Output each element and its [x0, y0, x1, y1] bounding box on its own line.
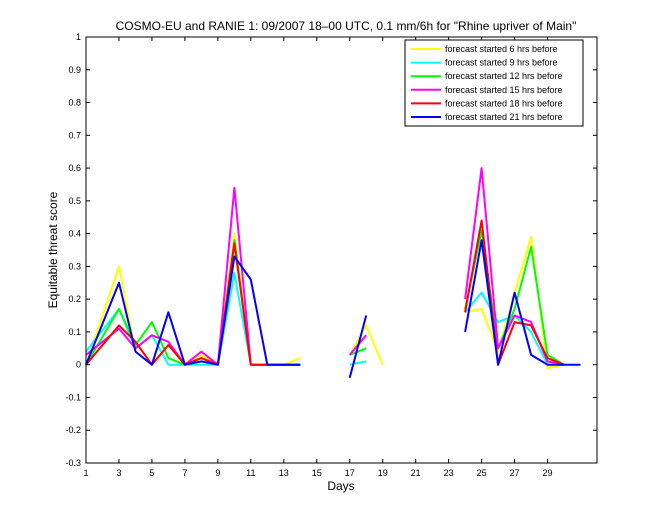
series-3-line-segment-2 — [349, 347, 367, 356]
legend-box — [404, 39, 584, 127]
series-layer — [85, 167, 581, 379]
x-tick-label: 23 — [444, 468, 454, 478]
y-tick-label: 0.1 — [68, 327, 81, 337]
x-tick-label: 7 — [182, 468, 187, 478]
x-tick-label: 9 — [215, 468, 220, 478]
series-1-line-segment-2 — [348, 324, 384, 366]
y-tick-label: -0.3 — [65, 458, 81, 468]
x-tick-label: 27 — [510, 468, 520, 478]
y-tick-label: 0.4 — [68, 229, 81, 239]
legend-label-1: forecast started 6 hrs before — [445, 44, 558, 54]
x-tick-label: 29 — [543, 468, 553, 478]
x-tick-label: 19 — [378, 468, 388, 478]
x-tick-label: 21 — [411, 468, 421, 478]
series-3-line-segment-3 — [464, 229, 565, 366]
x-axis-label: Days — [327, 479, 354, 493]
y-tick-label: -0.1 — [65, 392, 81, 402]
legend-label-2: forecast started 9 hrs before — [445, 58, 558, 68]
plot-frame — [85, 36, 598, 464]
y-tick-label: -0.2 — [65, 425, 81, 435]
y-axis: -0.3 -0.2 -0.1 0 0.1 0.2 0.3 0.4 0.5 0.6 0.7 0.8 0.9… — [65, 32, 597, 468]
x-tick-label: 13 — [279, 468, 289, 478]
legend-label-4: forecast started 15 hrs before — [445, 85, 563, 95]
x-tick-label: 11 — [246, 468, 255, 478]
x-axis: 1 3 5 7 9 11 13 15 17 19 21 23 25 27 29 — [83, 37, 553, 478]
legend-label-3: forecast started 12 hrs before — [445, 71, 563, 81]
y-tick-label: 0.3 — [68, 261, 81, 271]
series-6-line-segment-2 — [348, 315, 368, 379]
y-tick-label: 0.5 — [68, 196, 81, 206]
chart-title: COSMO-EU and RANIE 1: 09/2007 18–00 UTC,… — [116, 19, 577, 33]
legend-label-6: forecast started 21 hrs before — [445, 112, 563, 122]
y-axis-label: Equitable threat score — [46, 191, 60, 308]
y-tick-label: 0.6 — [68, 163, 81, 173]
series-6-line-segment-1 — [85, 255, 301, 366]
y-tick-label: 0.7 — [68, 130, 81, 140]
x-tick-label: 1 — [83, 468, 88, 478]
x-tick-label: 3 — [116, 468, 121, 478]
y-tick-label: 1 — [76, 32, 81, 42]
legend: forecast started 6 hrs before forecast st… — [404, 39, 584, 127]
x-tick-label: 17 — [345, 468, 355, 478]
series-6 — [85, 239, 581, 379]
series-4-line-segment-3 — [464, 167, 565, 366]
y-tick-label: 0.9 — [68, 65, 81, 75]
x-tick-label: 5 — [149, 468, 154, 478]
series-6-line-segment-3 — [464, 239, 581, 366]
y-tick-label: 0 — [76, 360, 81, 370]
legend-label-5: forecast started 18 hrs before — [445, 98, 563, 108]
y-tick-label: 0.8 — [68, 98, 81, 108]
y-tick-label: 0.2 — [68, 294, 81, 304]
x-tick-label: 15 — [312, 468, 322, 478]
x-tick-label: 25 — [477, 468, 487, 478]
series-5-line-segment-2 — [464, 219, 565, 366]
